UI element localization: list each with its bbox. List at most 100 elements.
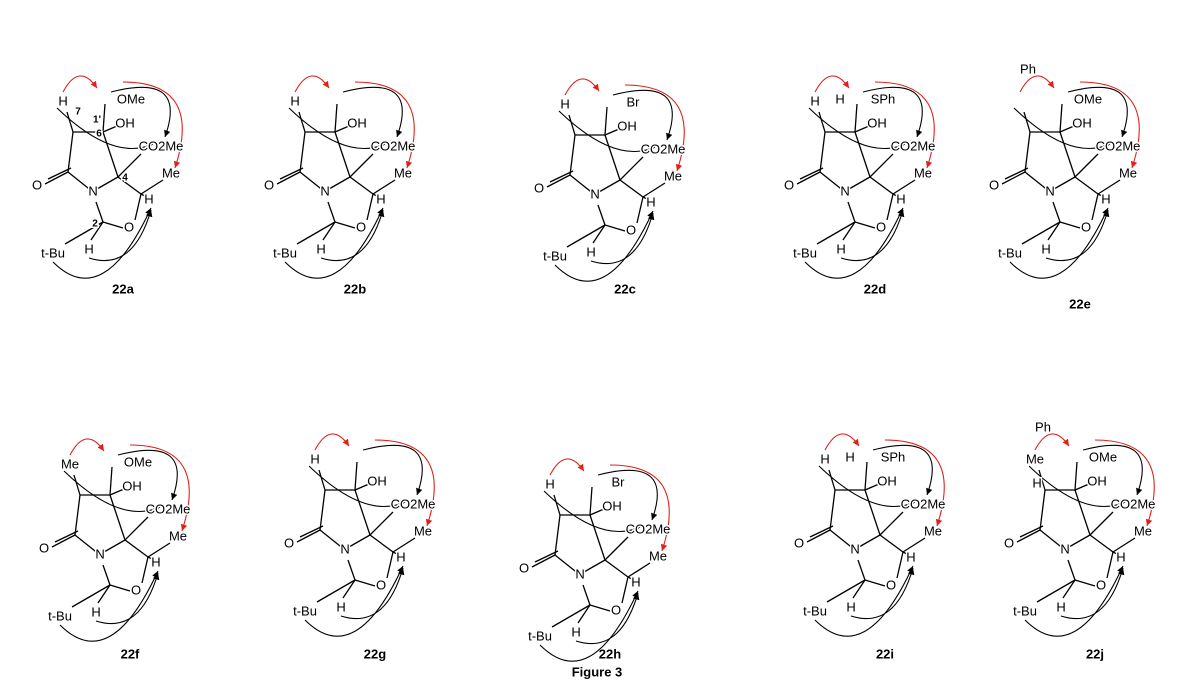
bond — [110, 467, 112, 495]
atom-label: Me — [1026, 451, 1044, 466]
bond — [880, 535, 903, 552]
atom-label: 4 — [122, 173, 128, 184]
bond — [300, 132, 305, 172]
atom-label: t-Bu — [41, 245, 65, 260]
atom-label: H — [586, 244, 595, 259]
compound-label: 22f — [121, 646, 140, 661]
bond — [335, 132, 350, 177]
compound-label: 22h — [599, 646, 621, 661]
bond — [1090, 512, 1113, 535]
bond — [98, 585, 110, 603]
noe-arrow — [70, 439, 104, 455]
compound-label: 22b — [344, 281, 366, 296]
atom-label: O — [626, 222, 636, 237]
bond — [547, 175, 570, 187]
bond — [55, 531, 78, 542]
bond — [343, 580, 355, 598]
bond — [328, 202, 335, 222]
atom-label: Me — [1119, 165, 1137, 180]
atom-label: H — [631, 574, 640, 589]
bond — [858, 560, 865, 580]
noe-arrow — [550, 459, 584, 475]
bond — [1060, 222, 1080, 228]
atom-label: O — [39, 540, 49, 555]
atom-label: H — [336, 599, 345, 614]
atom-label: O — [519, 560, 529, 575]
noe-arrow — [63, 76, 97, 92]
atom-label: SPh — [871, 91, 896, 106]
atom-label: t-Bu — [528, 628, 552, 643]
bond — [297, 530, 320, 542]
atom-label: OH — [1072, 115, 1092, 130]
bond — [599, 180, 620, 192]
bond — [843, 222, 855, 240]
bond — [820, 132, 825, 172]
bond — [865, 580, 885, 586]
bond — [1075, 154, 1098, 177]
atom-label: CO2Me — [1096, 138, 1141, 153]
bond — [570, 135, 575, 175]
atom-label: Me — [162, 165, 180, 180]
bond — [555, 515, 560, 555]
atom-label: t-Bu — [293, 603, 317, 618]
atom-label: OH — [877, 473, 897, 488]
bond — [1060, 104, 1062, 132]
atom-label: OH — [1087, 473, 1107, 488]
atom-label: OMe — [117, 91, 145, 106]
atom-label: H — [836, 241, 845, 256]
compound: HBrOHCO2MeONMeHOt-BuH — [519, 459, 670, 661]
atom-label: O — [131, 582, 141, 597]
atom-label: H — [896, 191, 905, 206]
bond — [355, 462, 357, 490]
compound: HHSPhOHCO2MeONMeHOt-BuH — [794, 434, 945, 636]
atom-label: O — [886, 577, 896, 592]
bond — [329, 177, 350, 189]
bond — [637, 197, 643, 223]
noe-arrow — [89, 210, 151, 261]
atom-label: SPh — [881, 449, 906, 464]
bond — [103, 565, 110, 585]
bond — [97, 177, 118, 189]
atom-label: Br — [627, 94, 641, 109]
atom-label: O — [284, 535, 294, 550]
atom-label: N — [95, 546, 104, 561]
bond — [110, 495, 125, 540]
noe-arrow — [96, 573, 158, 624]
bond — [323, 222, 335, 240]
bond — [355, 490, 370, 535]
atom-label: OH — [602, 498, 622, 513]
bond — [1040, 490, 1045, 530]
atom-label: 6 — [96, 129, 102, 140]
compound: PhOMeOHCO2MeONMeHOt-BuH — [989, 61, 1140, 278]
bond — [103, 222, 123, 228]
atom-label: 7 — [75, 107, 81, 118]
atom-label: H — [560, 96, 569, 111]
atom-label: t-Bu — [803, 603, 827, 618]
bond — [535, 551, 558, 562]
bond — [300, 526, 323, 537]
atom-label: O — [264, 177, 274, 192]
atom-label: CO2Me — [891, 138, 936, 153]
atom-label: N — [575, 566, 584, 581]
bond — [1020, 526, 1043, 537]
atom-label: 2 — [92, 219, 98, 230]
bond — [605, 560, 628, 577]
atom-label: N — [850, 541, 859, 556]
bond — [1053, 202, 1060, 222]
compound: MeOMeOHCO2MeONMeHOt-BuH — [39, 439, 190, 641]
bond — [598, 205, 605, 225]
bond — [387, 552, 393, 578]
atom-label: Br — [612, 474, 626, 489]
atom-label: OH — [347, 115, 367, 130]
bond — [1069, 535, 1090, 547]
noe-arrow — [851, 568, 913, 619]
figure-caption: Figure 3 — [572, 664, 623, 679]
atom-label: OH — [367, 473, 387, 488]
bond — [1090, 535, 1113, 552]
atom-label: O — [124, 219, 134, 234]
noe-arrow — [841, 210, 903, 261]
figure: Figure 3 HOMe1'OH76CO2MeON4Me2HOt-BuH22a… — [0, 0, 1195, 683]
bond — [350, 154, 373, 177]
bond — [593, 225, 605, 243]
bond — [550, 171, 573, 182]
